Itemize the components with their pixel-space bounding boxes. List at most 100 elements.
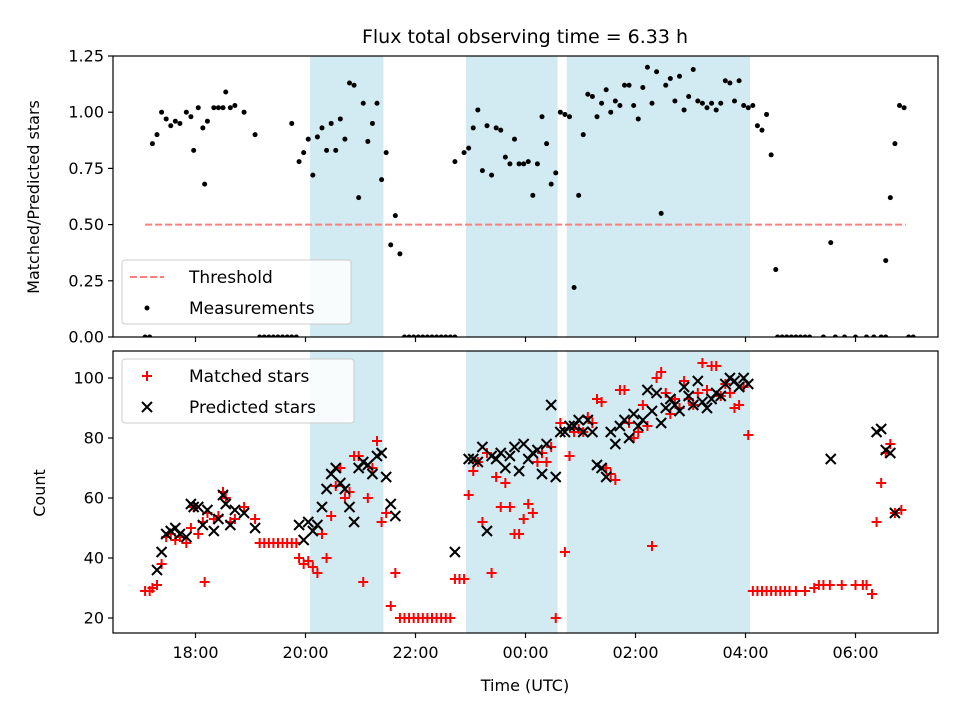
y-tick-label: 40 bbox=[84, 549, 104, 568]
predicted-star-point bbox=[320, 483, 333, 495]
measurement-point bbox=[779, 334, 785, 337]
measurement-point bbox=[202, 181, 208, 187]
measurement-point bbox=[878, 334, 884, 337]
predicted-star-point bbox=[504, 450, 516, 462]
matched-star-point bbox=[564, 451, 575, 461]
matched-star-point bbox=[156, 559, 167, 569]
matched-star-point bbox=[642, 421, 653, 431]
predicted-star-point bbox=[316, 501, 328, 513]
matched-star-point bbox=[362, 493, 373, 503]
predicted-star-point bbox=[586, 426, 599, 438]
predicted-star-point bbox=[889, 507, 901, 519]
measurement-point bbox=[654, 69, 660, 75]
measurement-point bbox=[314, 134, 320, 140]
y-tick-label: 1.25 bbox=[68, 47, 104, 66]
matched-star-point bbox=[724, 388, 735, 398]
matched-star-point bbox=[482, 448, 492, 458]
measurement-point bbox=[159, 109, 165, 115]
measurement-point bbox=[333, 147, 339, 153]
measurement-point bbox=[608, 109, 614, 115]
legend-box bbox=[121, 358, 355, 424]
measurement-point bbox=[773, 267, 779, 273]
predicted-star-point bbox=[540, 438, 553, 450]
measurement-point bbox=[475, 107, 481, 113]
matched-star-point bbox=[500, 478, 511, 488]
predicted-star-point bbox=[151, 564, 163, 576]
measurement-point bbox=[374, 100, 380, 106]
x-tick-label: 20:00 bbox=[282, 643, 328, 662]
measurement-point bbox=[369, 120, 375, 126]
observing-window-span bbox=[465, 351, 558, 633]
measurement-point bbox=[200, 125, 206, 131]
chart-title: Flux total observing time = 6.33 h bbox=[362, 26, 688, 48]
measurement-point bbox=[539, 114, 545, 120]
measurement-point bbox=[415, 334, 421, 337]
measurement-point bbox=[177, 120, 183, 126]
matched-star-point bbox=[185, 523, 196, 533]
matched-star-point bbox=[477, 517, 488, 527]
predicted-star-point bbox=[531, 444, 544, 456]
measurement-point bbox=[252, 132, 258, 138]
matched-star-point bbox=[660, 388, 671, 398]
predicted-star-point bbox=[187, 501, 200, 513]
measurement-point bbox=[853, 334, 858, 337]
measurement-point bbox=[438, 334, 444, 337]
x-tick-label: 02:00 bbox=[612, 643, 658, 662]
measurement-point bbox=[342, 136, 348, 142]
predicted-star-point bbox=[307, 525, 319, 537]
measurement-point bbox=[649, 100, 655, 106]
measurement-point bbox=[493, 125, 499, 131]
legend-predicted-marker bbox=[141, 401, 153, 413]
x-tick-label: 04:00 bbox=[722, 643, 768, 662]
measurement-point bbox=[704, 105, 710, 111]
measurement-point bbox=[266, 334, 272, 337]
predicted-star-point bbox=[605, 426, 617, 438]
predicted-star-point bbox=[559, 426, 571, 438]
measurement-point bbox=[498, 127, 504, 133]
x-axis-label: Time (UTC) bbox=[480, 676, 569, 695]
y-tick-label: 0.25 bbox=[68, 271, 104, 290]
matched-star-point bbox=[312, 568, 323, 578]
predicted-star-point bbox=[572, 414, 585, 426]
predicted-star-point bbox=[623, 432, 635, 444]
measurement-point bbox=[452, 159, 458, 165]
predicted-star-point bbox=[380, 471, 392, 483]
measurement-point bbox=[736, 78, 742, 84]
y-tick-label: 80 bbox=[84, 429, 104, 448]
measurement-point bbox=[713, 107, 719, 113]
measurement-point bbox=[754, 123, 760, 129]
measurement-point bbox=[383, 150, 389, 156]
measurement-point bbox=[589, 93, 595, 99]
measurement-point bbox=[270, 334, 276, 337]
predicted-star-point bbox=[180, 531, 193, 543]
measurement-point bbox=[293, 334, 299, 337]
measurement-point bbox=[507, 161, 513, 167]
measurement-point bbox=[617, 102, 623, 108]
predicted-star-point bbox=[646, 405, 658, 417]
measurement-point bbox=[168, 123, 174, 129]
measurement-point bbox=[337, 116, 343, 122]
measurement-point bbox=[447, 334, 453, 337]
measurement-point bbox=[461, 150, 467, 156]
predicted-star-point bbox=[696, 396, 709, 408]
matched-star-point bbox=[546, 442, 557, 452]
measurement-point bbox=[261, 334, 267, 337]
measurement-point bbox=[434, 334, 440, 337]
matched-star-point bbox=[861, 580, 872, 590]
measurement-point bbox=[576, 192, 582, 198]
measurement-point bbox=[832, 334, 838, 337]
predicted-star-point bbox=[600, 471, 612, 483]
predicted-star-point bbox=[481, 525, 493, 537]
measurement-point bbox=[147, 334, 153, 337]
matched-star-point bbox=[358, 577, 369, 587]
bottom-panel: 20 40 60 80 100 18:00 20:00 22:00 00:00 02:00 04:0… bbox=[73, 350, 939, 662]
matched-star-point bbox=[229, 514, 240, 524]
measurement-point bbox=[764, 111, 770, 117]
measurement-point bbox=[626, 82, 632, 88]
predicted-star-point bbox=[297, 534, 310, 546]
measurement-point bbox=[820, 334, 826, 337]
predicted-star-point bbox=[637, 414, 649, 426]
measurement-point bbox=[183, 109, 189, 115]
measurement-point bbox=[388, 242, 394, 248]
matched-star-point bbox=[697, 358, 708, 368]
